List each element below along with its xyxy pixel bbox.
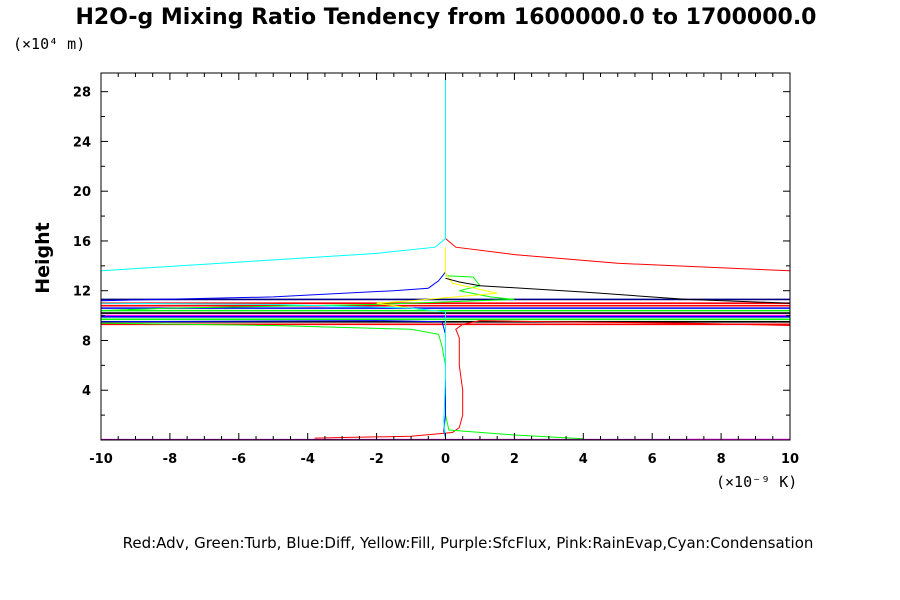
y-tick-label: 16: [73, 235, 91, 250]
y-scale-label: (×10⁴ m): [13, 35, 85, 53]
chart-title: H2O-g Mixing Ratio Tendency from 1600000…: [76, 5, 817, 30]
series-turb-line: [101, 275, 584, 440]
plot-area: [101, 73, 790, 440]
y-tick-label: 20: [73, 185, 91, 200]
x-tick-label: 4: [579, 452, 588, 467]
y-tick-label: 4: [82, 384, 91, 399]
x-scale-label: (×10⁻⁹ K): [716, 473, 797, 491]
x-tick-label: -8: [163, 452, 177, 467]
x-tick-label: -2: [369, 452, 383, 467]
series-condensation-line: [101, 73, 446, 439]
x-tick-label: 8: [717, 452, 726, 467]
x-tick-label: -4: [300, 452, 314, 467]
y-tick-label: 12: [73, 285, 91, 300]
x-tick-label: -6: [232, 452, 246, 467]
series-fill-line: [376, 247, 498, 313]
series-unlabeled-line: [445, 277, 790, 304]
y-tick-label: 28: [73, 86, 91, 101]
x-tick-label: 6: [648, 452, 657, 467]
y-tick-label: 8: [82, 334, 91, 349]
y-tick-label: 24: [73, 135, 91, 150]
x-tick-label: 0: [441, 452, 450, 467]
series-diff-line: [101, 271, 446, 438]
x-tick-label: 10: [781, 452, 799, 467]
series-adv-line: [314, 238, 790, 439]
x-tick-label: -10: [89, 452, 113, 467]
x-tick-label: 2: [510, 452, 519, 467]
y-axis-label: Height: [32, 222, 54, 294]
legend-text: Red:Adv, Green:Turb, Blue:Diff, Yellow:F…: [123, 534, 814, 552]
series-layer: [101, 73, 790, 440]
